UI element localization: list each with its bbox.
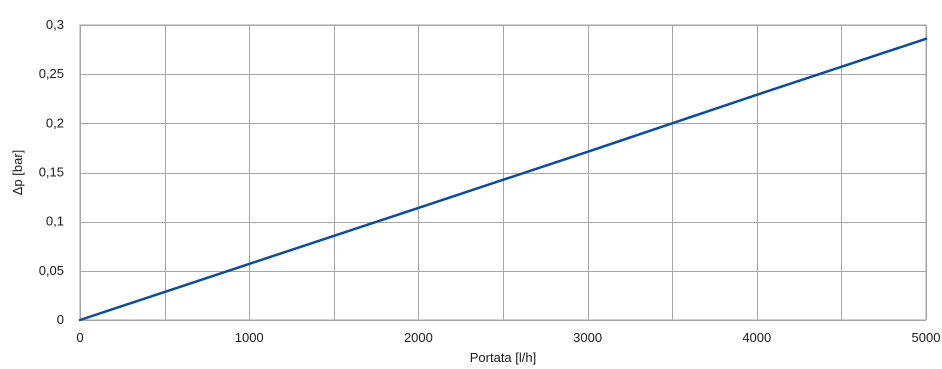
grid (80, 25, 927, 321)
series-line-0 (78, 37, 928, 322)
x-tick-label-1: 1000 (235, 330, 264, 345)
y-tick-label-0: 0 (57, 312, 64, 327)
y-tick-label-1: 0,05 (39, 263, 64, 278)
plot-area (79, 24, 927, 321)
series-group (78, 37, 928, 322)
x-axis-ticks: 0 1000 2000 3000 4000 5000 (76, 330, 940, 345)
x-tick-label-5: 5000 (912, 330, 941, 345)
x-tick-label-0: 0 (76, 330, 83, 345)
x-tick-label-3: 3000 (573, 330, 602, 345)
y-tick-label-4: 0,2 (46, 115, 64, 130)
y-axis-title: Δp [bar] (10, 150, 25, 196)
y-tick-label-6: 0,3 (46, 17, 64, 32)
y-tick-label-3: 0,15 (39, 165, 64, 180)
x-tick-label-4: 4000 (742, 330, 771, 345)
y-tick-label-2: 0,1 (46, 214, 64, 229)
x-tick-label-2: 2000 (404, 330, 433, 345)
y-axis-ticks: 0 0,05 0,1 0,15 0,2 0,25 0,3 (39, 17, 64, 327)
x-axis-title: Portata [l/h] (470, 350, 536, 365)
y-tick-label-5: 0,25 (39, 66, 64, 81)
